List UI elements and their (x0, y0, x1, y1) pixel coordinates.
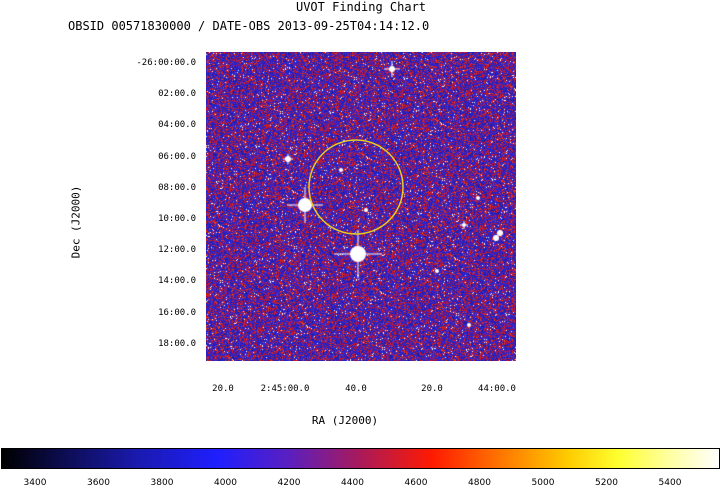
colorbar-tick-label: 4000 (214, 478, 237, 488)
y-tick-label: 18:00.0 (158, 338, 196, 349)
y-tick-label: 04:00.0 (158, 120, 196, 131)
y-tick-label: 08:00.0 (158, 182, 196, 193)
colorbar (1, 448, 720, 469)
colorbar-tick-label: 3600 (87, 478, 110, 488)
finding-chart-image (206, 52, 516, 361)
chart-title: UVOT Finding Chart (295, 0, 427, 14)
colorbar-tick-label: 4800 (468, 478, 491, 488)
y-tick-label: 06:00.0 (158, 151, 196, 162)
y-tick-label: 16:00.0 (158, 307, 196, 318)
y-tick-label: 12:00.0 (158, 245, 196, 256)
chart-subtitle: OBSID 00571830000 / DATE-OBS 2013-09-25T… (68, 19, 430, 33)
colorbar-tick-label: 5000 (531, 478, 555, 488)
colorbar-tick-label: 4600 (404, 478, 428, 488)
target-circle (308, 139, 404, 235)
colorbar-tick-label: 3800 (150, 478, 174, 488)
x-tick-label: 20.0 (212, 384, 234, 394)
x-tick-label: 44:00.0 (478, 384, 516, 394)
x-axis-label: RA (J2000) (311, 414, 379, 427)
x-tick-label: 20.0 (421, 384, 443, 394)
y-tick-label: 02:00.0 (158, 89, 196, 100)
sky-image-canvas (206, 52, 516, 361)
overlay-layer (308, 139, 404, 235)
y-tick-label: 14:00.0 (158, 276, 196, 287)
x-tick-label: 2:45:00.0 (260, 384, 310, 394)
x-tick-label: 40.0 (345, 384, 367, 394)
y-tick-label: 10:00.0 (158, 214, 196, 224)
colorbar-tick-label: 5400 (658, 478, 682, 488)
colorbar-tick-label: 4400 (341, 478, 364, 488)
y-tick-label: -26:00:00.0 (136, 58, 196, 68)
colorbar-tick-label: 4200 (277, 478, 301, 488)
colorbar-tick-label: 5200 (595, 478, 618, 488)
colorbar-tick-label: 3400 (23, 478, 47, 488)
